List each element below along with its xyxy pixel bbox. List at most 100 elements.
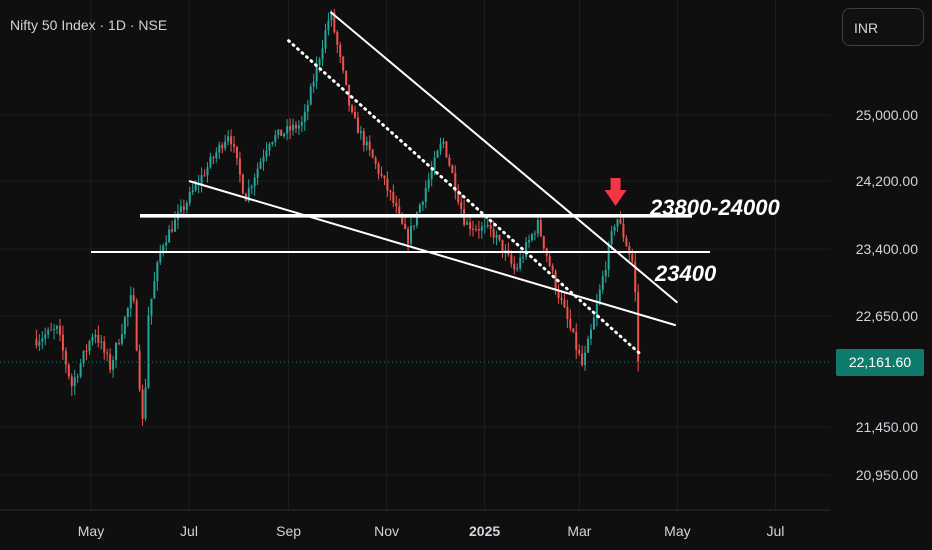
candle-body: [351, 105, 354, 112]
candle-body: [581, 353, 584, 365]
candle-body: [129, 295, 132, 309]
candle-body: [625, 237, 628, 247]
x-tick-label: May: [664, 523, 690, 539]
candle-body: [144, 387, 147, 419]
candle-body: [628, 246, 631, 255]
candle-body: [126, 308, 129, 318]
candle-body: [557, 290, 560, 299]
candle-body: [525, 242, 528, 257]
candle-body: [589, 329, 592, 339]
candle-body: [212, 157, 215, 159]
y-tick-label: 21,450.00: [856, 419, 918, 435]
candle-body: [238, 158, 241, 175]
candle-body: [117, 343, 120, 345]
candle-body: [88, 341, 91, 351]
candle-body: [607, 244, 610, 270]
candle-body: [330, 12, 333, 21]
candle-body: [471, 228, 474, 230]
candle-body: [292, 124, 295, 131]
candle-body: [215, 152, 218, 159]
candle-body: [554, 271, 557, 291]
candle-body: [165, 242, 168, 246]
candle-body: [135, 300, 138, 351]
candle-body: [448, 157, 451, 166]
y-tick-label: 24,200.00: [856, 173, 918, 189]
upper-trendline: [329, 11, 679, 304]
candle-body: [398, 206, 401, 214]
candle-body: [250, 186, 253, 188]
candle-body: [283, 133, 286, 137]
candle-body: [595, 303, 598, 318]
candle-body: [94, 334, 97, 338]
candle-body: [389, 190, 392, 193]
y-tick-label: 23,400.00: [856, 241, 918, 257]
candle-body: [516, 268, 519, 270]
candle-body: [622, 223, 625, 238]
candle-body: [637, 292, 640, 362]
candle-body: [469, 222, 472, 229]
candle-body: [410, 225, 413, 244]
candle-body: [97, 334, 100, 343]
candle-body: [513, 263, 516, 270]
candle-body: [227, 136, 230, 142]
candle-body: [492, 228, 495, 238]
candle-body: [592, 317, 595, 330]
candle-body: [294, 124, 297, 129]
candle-body: [572, 328, 575, 333]
chart-title: Nifty 50 Index · 1D · NSE: [10, 17, 168, 33]
candle-body: [587, 338, 590, 353]
candle-body: [138, 350, 141, 390]
candle-body: [321, 48, 324, 60]
candle-body: [560, 298, 563, 300]
candle-body: [345, 70, 348, 85]
candle-body: [203, 175, 206, 177]
candle-body: [498, 234, 501, 240]
candle-body: [61, 334, 64, 351]
candle-body: [395, 203, 398, 207]
candle-body: [112, 359, 115, 370]
candle-body: [206, 167, 209, 176]
candle-body: [566, 307, 569, 319]
lower-trendline: [188, 180, 677, 327]
candle-body: [495, 234, 498, 238]
candle-body: [38, 341, 41, 346]
candle-body: [483, 225, 486, 227]
candle-body: [156, 262, 159, 282]
candle-body: [519, 257, 522, 269]
candle-body: [300, 121, 303, 126]
candle-body: [209, 157, 212, 168]
candle-body: [536, 219, 539, 234]
candle-body: [333, 12, 336, 33]
candle-body: [256, 168, 259, 178]
candle-body: [200, 175, 203, 184]
candle-body: [380, 173, 383, 176]
candle-body: [342, 56, 345, 71]
candle-body: [174, 219, 177, 232]
candle-body: [575, 332, 578, 350]
candle-body: [530, 234, 533, 241]
candle-body: [120, 334, 123, 344]
candle-body: [601, 276, 604, 290]
last-price-tag: 22,161.60: [836, 349, 924, 376]
candle-body: [103, 341, 106, 353]
candle-body: [58, 325, 61, 335]
candle-body: [457, 191, 460, 203]
candle-body: [584, 352, 587, 365]
candle-body: [41, 338, 44, 342]
candle-body: [454, 172, 457, 192]
candle-body: [297, 125, 300, 129]
candle-body: [392, 192, 395, 204]
candle-body: [569, 318, 572, 329]
candle-body: [188, 192, 191, 203]
candle-body: [386, 178, 389, 191]
candle-body: [619, 219, 622, 224]
candle-body: [235, 146, 238, 159]
candle-body: [336, 32, 339, 45]
candle-body: [430, 169, 433, 180]
candle-body: [79, 363, 82, 377]
x-tick-label: May: [78, 523, 104, 539]
candle-body: [522, 256, 525, 258]
currency-button[interactable]: INR: [842, 8, 924, 46]
candle-body: [224, 141, 227, 149]
